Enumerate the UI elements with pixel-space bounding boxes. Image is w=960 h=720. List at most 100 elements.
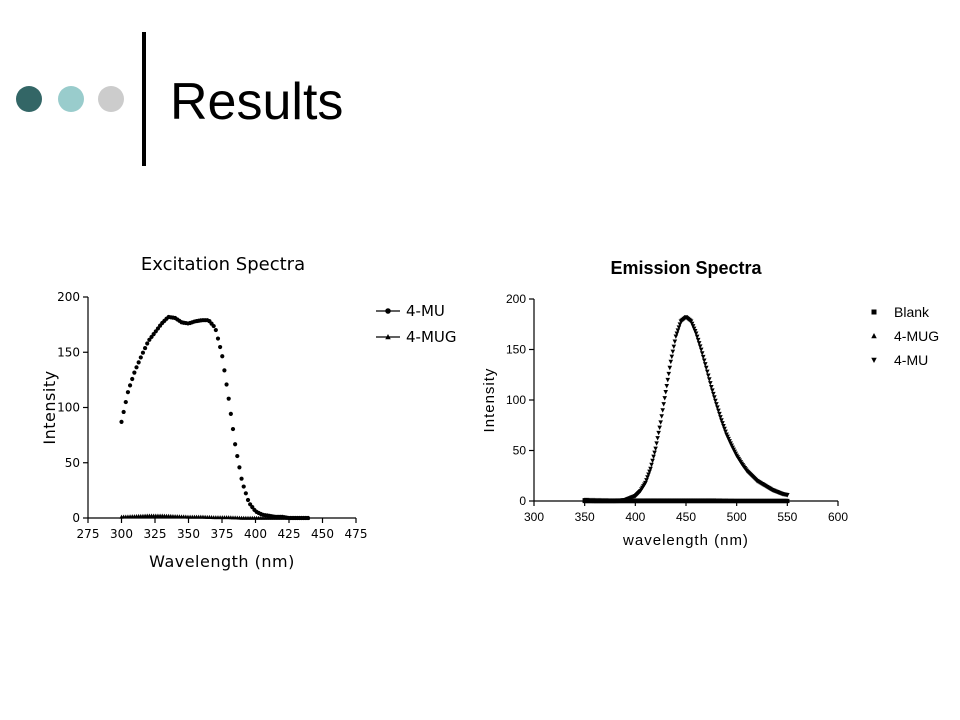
data-point <box>666 371 672 377</box>
data-point <box>671 344 677 349</box>
data-point <box>248 502 253 507</box>
data-point <box>715 405 720 410</box>
data-point <box>694 334 700 340</box>
data-point <box>728 441 733 446</box>
x-axis-label: wavelength (nm) <box>622 532 749 549</box>
data-point <box>138 355 143 360</box>
data-point <box>649 462 654 468</box>
legend: 4-MU 4-MUG <box>376 302 457 346</box>
chart-title: Emission Spectra <box>610 258 762 278</box>
data-point <box>250 505 255 510</box>
data-point <box>218 344 223 350</box>
data-point <box>119 419 124 424</box>
slide-title: Results <box>170 73 344 131</box>
legend-marker <box>385 334 391 340</box>
data-point <box>140 350 146 355</box>
data-point <box>659 414 664 419</box>
data-point <box>719 418 724 423</box>
data-point <box>662 396 668 401</box>
data-point <box>660 408 666 413</box>
data-point <box>706 377 712 382</box>
data-point <box>656 430 661 436</box>
x-tick-label: 400 <box>625 510 645 524</box>
chart-2: Emission Spectra 0 50 100 150 200 300 350 400 450… <box>481 258 939 549</box>
data-point <box>134 365 139 370</box>
data-point <box>716 408 721 414</box>
data-point <box>667 365 673 371</box>
data-point <box>688 319 694 324</box>
chart-title: Excitation Spectra <box>141 254 305 275</box>
legend-label: Blank <box>894 304 930 320</box>
data-point <box>709 384 714 390</box>
data-point <box>245 497 251 503</box>
y-axis-label: Intensity <box>40 370 59 444</box>
data-point <box>121 409 126 415</box>
data-point <box>151 332 156 337</box>
data-point <box>142 346 148 351</box>
data-point <box>125 390 131 395</box>
data-point <box>132 370 137 375</box>
data-point <box>650 458 655 464</box>
data-point <box>652 450 657 456</box>
data-point <box>718 415 723 420</box>
series-4-mug <box>119 513 311 520</box>
y-tick-label: 150 <box>57 345 80 359</box>
x-axis-label: Wavelength (nm) <box>149 552 295 571</box>
x-tick-label: 325 <box>144 527 167 541</box>
data-point <box>701 358 707 363</box>
data-point <box>651 454 656 460</box>
data-point <box>785 498 790 503</box>
data-point <box>672 339 678 344</box>
legend-marker <box>871 357 877 363</box>
data-point <box>305 515 311 520</box>
data-point <box>658 420 663 425</box>
y-tick-label: 100 <box>57 401 80 415</box>
data-point <box>230 426 236 432</box>
data-point <box>147 337 152 342</box>
data-point <box>723 429 728 435</box>
data-point <box>127 383 133 388</box>
data-point <box>699 351 705 356</box>
data-point <box>149 334 154 340</box>
data-point <box>657 425 662 430</box>
x-tick-label: 375 <box>211 527 234 541</box>
data-point <box>705 373 711 378</box>
data-point <box>702 362 708 367</box>
data-point <box>708 381 713 386</box>
x-tick-label: 425 <box>278 527 301 541</box>
data-point <box>237 465 242 470</box>
legend-label: 4-MU <box>406 302 445 320</box>
data-point <box>700 354 706 360</box>
data-point <box>698 347 704 353</box>
data-point <box>648 466 653 472</box>
data-point <box>704 369 710 375</box>
data-point <box>663 390 669 395</box>
series-4-mu <box>582 315 790 504</box>
data-point <box>669 354 675 360</box>
data-point <box>654 441 659 446</box>
data-point <box>726 436 731 442</box>
legend-marker <box>871 333 877 339</box>
x-tick-label: 350 <box>177 527 200 541</box>
x-tick-label: 300 <box>524 510 544 524</box>
data-point <box>712 395 717 400</box>
data-point <box>215 336 221 341</box>
data-point <box>653 446 658 451</box>
data-point <box>727 439 732 444</box>
data-point <box>724 432 729 437</box>
legend-label: 4-MUG <box>894 328 939 344</box>
data-point <box>713 398 718 404</box>
y-axis-label: Intensity <box>481 368 498 433</box>
x-tick-label: 300 <box>110 527 133 541</box>
data-point <box>664 383 670 389</box>
chart-1: Excitation Spectra 0 50 100 150 200 275 300 325 3… <box>40 254 457 571</box>
data-point <box>235 453 240 459</box>
data-point <box>228 411 233 416</box>
series-4-mu <box>119 314 311 521</box>
legend: Blank 4-MUG 4-MU <box>871 304 939 368</box>
y-tick-label: 0 <box>519 494 526 508</box>
data-point <box>123 399 128 405</box>
data-point <box>224 382 229 387</box>
data-point <box>697 344 703 349</box>
